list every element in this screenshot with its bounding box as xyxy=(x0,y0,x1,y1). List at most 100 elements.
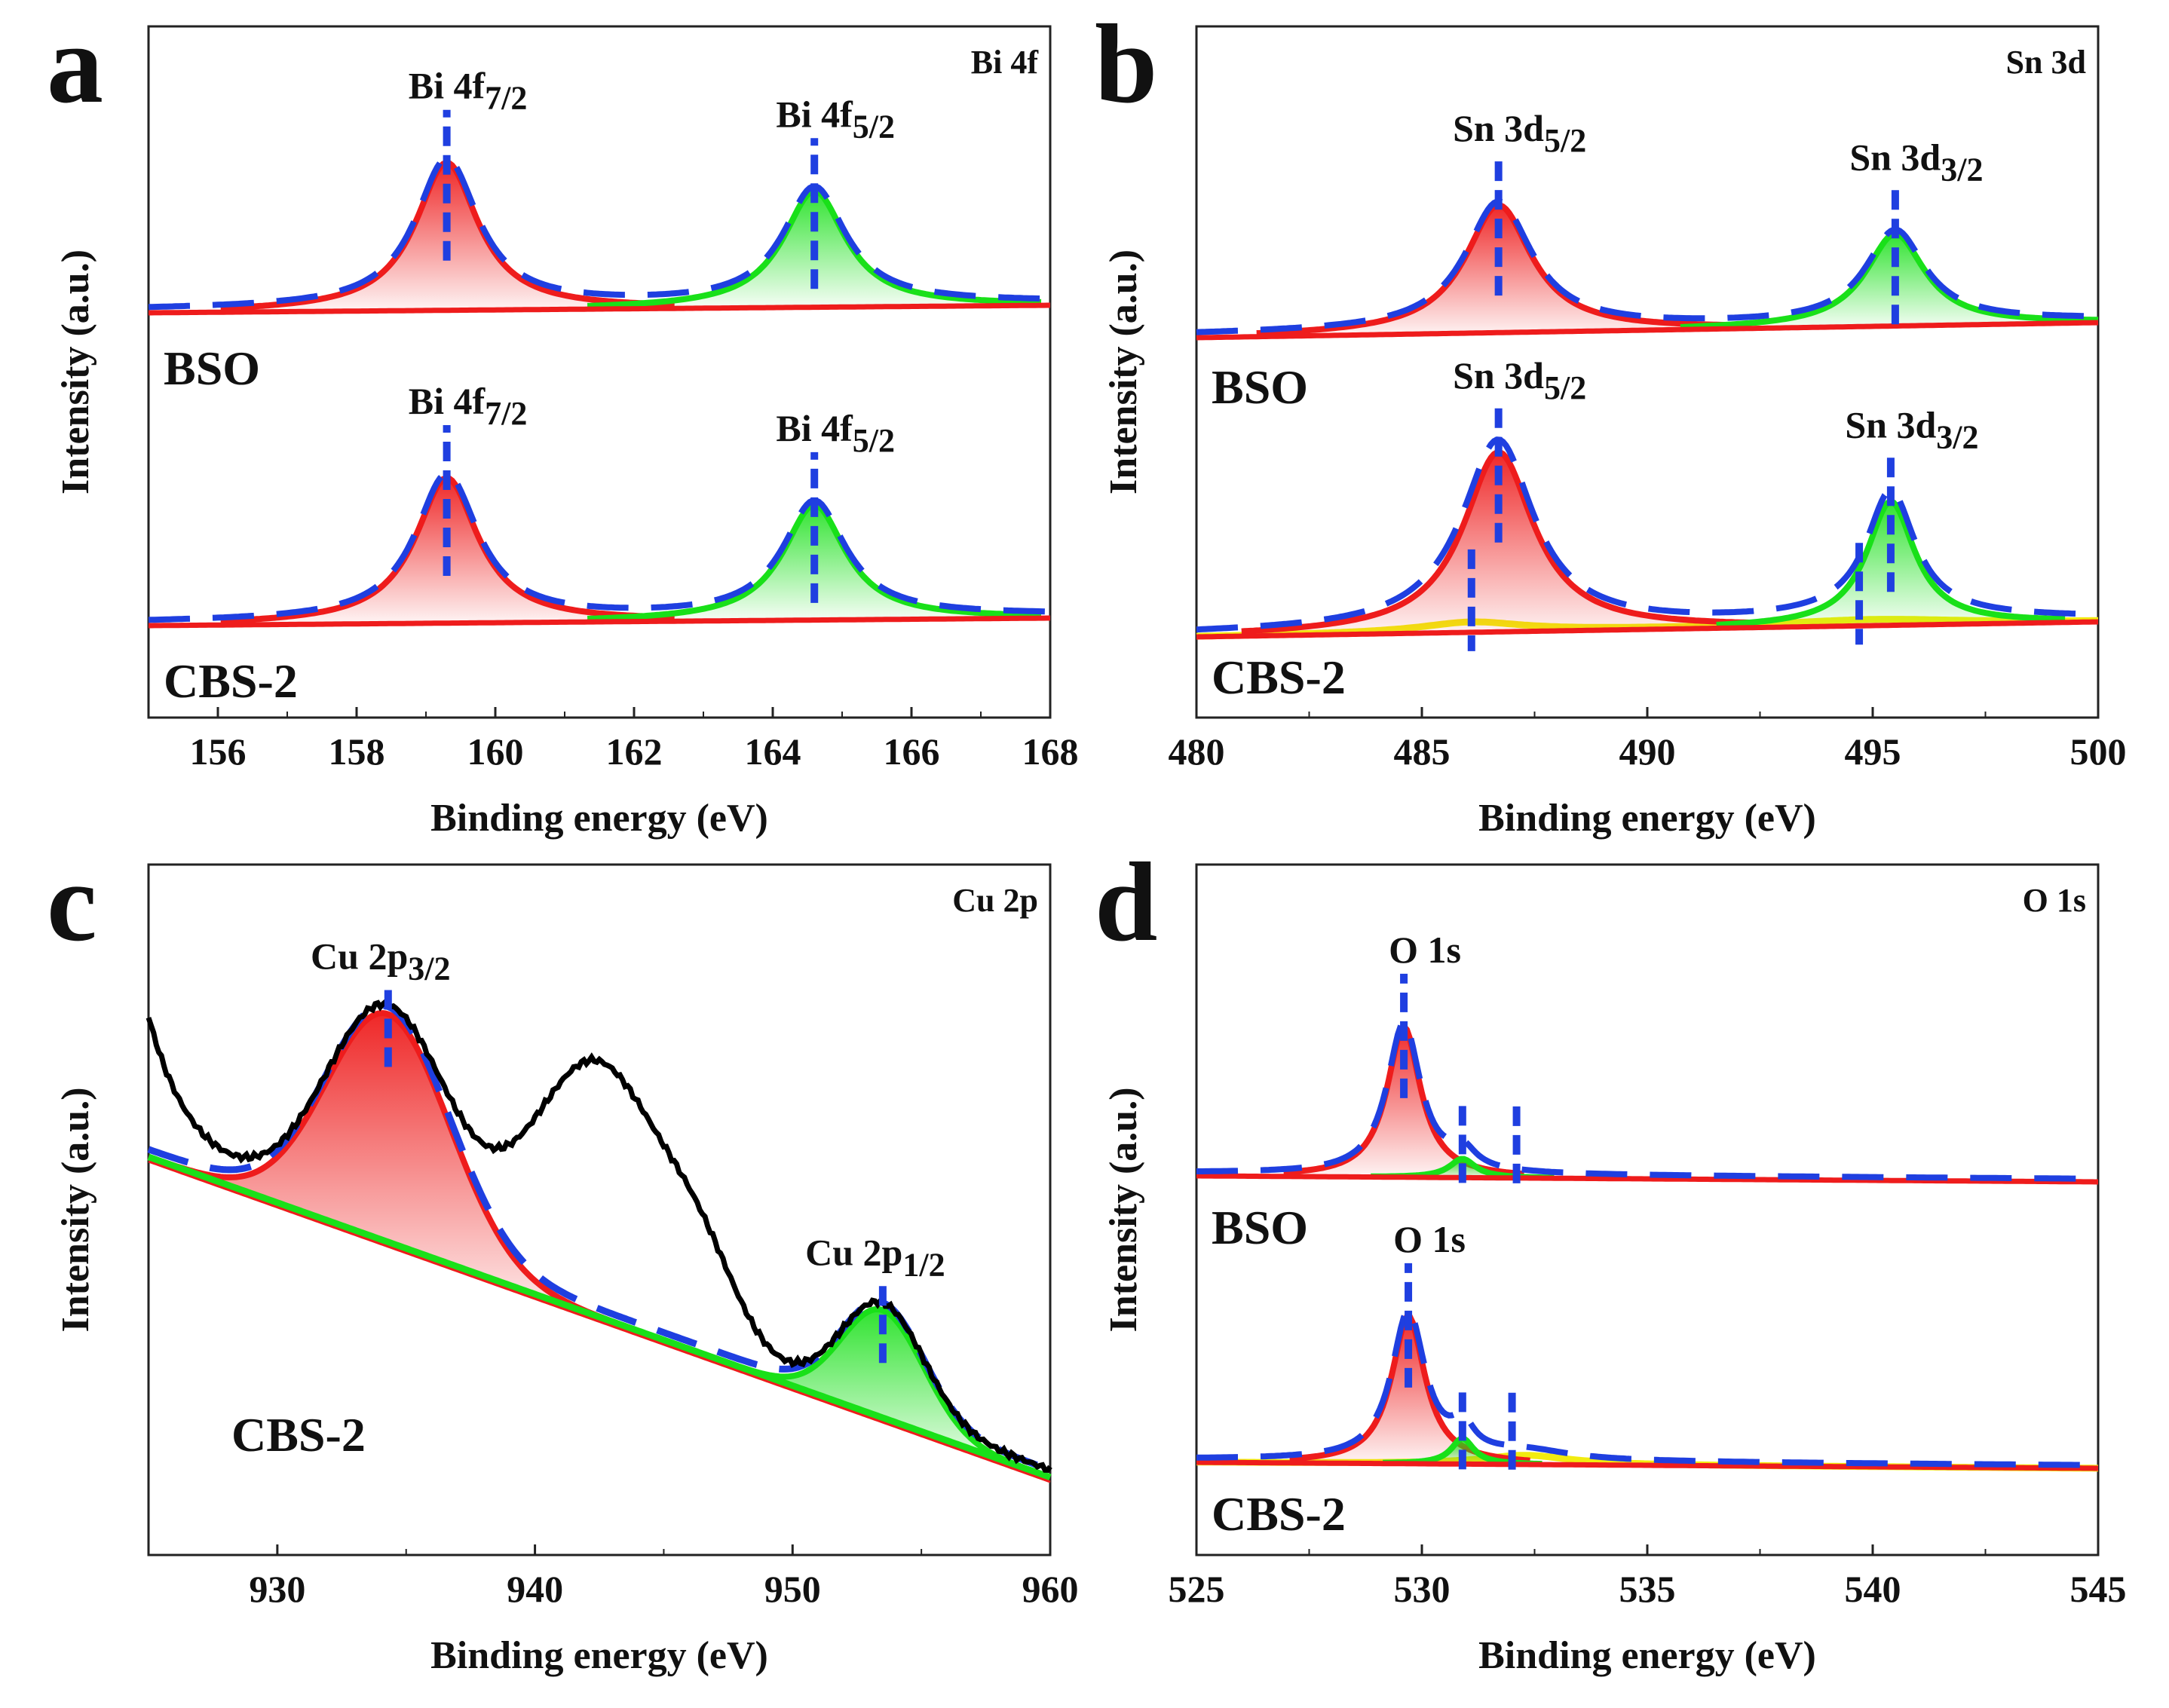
x-tick-label: 535 xyxy=(1619,1568,1676,1610)
x-axis-label: Binding energy (eV) xyxy=(1478,797,1816,840)
peak-label-sub: 3/2 xyxy=(408,950,450,987)
x-tick-label: 950 xyxy=(764,1568,821,1610)
background-line-red xyxy=(148,1160,1051,1483)
peak-fill xyxy=(1256,205,1741,337)
peak-fill xyxy=(1241,452,1756,636)
peak-label-sub: 5/2 xyxy=(1544,369,1586,406)
peak-label: O 1s xyxy=(1389,929,1461,971)
x-axis-label: Binding energy (eV) xyxy=(1478,1634,1816,1677)
peak-label-main: Sn 3d xyxy=(1453,354,1544,396)
sample-label: BSO xyxy=(1212,1201,1308,1254)
x-tick-label: 500 xyxy=(2070,730,2127,773)
peak-label: Bi 4f5/2 xyxy=(776,93,895,145)
peak-fill xyxy=(220,478,675,626)
sample-label: BSO xyxy=(1212,360,1308,414)
background-line xyxy=(147,1153,1052,1481)
x-tick-label: 540 xyxy=(1845,1568,1901,1610)
background-line xyxy=(1196,619,2099,640)
peak-label-main: Cu 2p xyxy=(311,935,408,978)
peak-label-main: Cu 2p xyxy=(805,1231,902,1273)
y-axis-label: Intensity (a.u.) xyxy=(1102,249,1145,494)
peak-label: Bi 4f7/2 xyxy=(409,380,528,432)
peak-label-sub: 5/2 xyxy=(853,422,895,459)
x-axis-label: Binding energy (eV) xyxy=(430,797,768,840)
peak-fit-line xyxy=(147,1010,634,1332)
peak-fit-line xyxy=(1680,231,2099,330)
x-axis-ticks: 930 940 950 960 xyxy=(148,1544,1079,1610)
x-tick-label: 480 xyxy=(1169,730,1225,773)
peak-label-main: Sn 3d xyxy=(1453,107,1544,149)
peak-label: Sn 3d5/2 xyxy=(1453,354,1586,406)
peak-label-sub: 3/2 xyxy=(1941,151,1983,188)
x-tick-label: 495 xyxy=(1845,730,1901,773)
envelope-line xyxy=(1196,1307,2098,1468)
background-line xyxy=(149,615,1050,629)
peak-fill xyxy=(1680,234,2098,330)
peak-fill xyxy=(149,1013,633,1330)
peak-label-sub: 7/2 xyxy=(485,80,527,117)
peak-label-main: Sn 3d xyxy=(1849,136,1941,178)
plot-frame xyxy=(147,863,1052,1556)
peak-label: Bi 4f5/2 xyxy=(776,407,895,459)
x-tick-label: 158 xyxy=(329,730,385,773)
peak-label-main: O 1s xyxy=(1393,1218,1466,1260)
sample-label: CBS-2 xyxy=(1212,1487,1346,1541)
x-tick-label: 960 xyxy=(1022,1568,1079,1610)
panel-letter: d xyxy=(1095,840,1157,965)
peak-label-main: O 1s xyxy=(1389,929,1461,971)
element-label: Bi 4f xyxy=(971,44,1040,81)
envelope-line xyxy=(148,155,1051,311)
raw-spectrum-line xyxy=(146,997,1052,1473)
envelope-line xyxy=(1196,198,2099,335)
peak-label-sub: 7/2 xyxy=(485,395,527,432)
element-label: Cu 2p xyxy=(952,882,1038,919)
background-line xyxy=(149,302,1050,316)
series-BSO: O 1s BSO xyxy=(1196,929,2098,1254)
peak-label: Cu 2p1/2 xyxy=(805,1231,945,1283)
background-line xyxy=(1196,1173,2098,1185)
peak-label: Bi 4f7/2 xyxy=(409,65,528,117)
series-CBS-2: O 1s CBS-2 xyxy=(1196,1218,2098,1541)
background-line xyxy=(1196,320,2099,341)
x-tick-label: 156 xyxy=(190,730,247,773)
peak-label-main: Bi 4f xyxy=(776,93,853,135)
peak-fill xyxy=(1289,1316,1530,1465)
x-tick-label: 168 xyxy=(1022,730,1079,773)
peak-label: Sn 3d3/2 xyxy=(1849,136,1983,188)
sample-label: CBS-2 xyxy=(164,654,298,708)
peak-label: O 1s xyxy=(1393,1218,1466,1260)
element-label: O 1s xyxy=(2023,882,2086,919)
y-axis-label: Intensity (a.u.) xyxy=(54,1087,97,1332)
background-line xyxy=(1196,1459,2098,1471)
envelope-line xyxy=(148,470,1050,623)
peak-fill xyxy=(1283,1026,1524,1178)
x-tick-label: 930 xyxy=(249,1568,305,1610)
x-tick-label: 162 xyxy=(606,730,663,773)
panel-c: 930 940 950 960 Binding energy (eV) Intensity… xyxy=(47,840,1079,1677)
element-label: Sn 3d xyxy=(2006,44,2086,81)
x-tick-label: 525 xyxy=(1169,1568,1225,1610)
panel-letter: a xyxy=(47,2,103,127)
peak-label-sub: 3/2 xyxy=(1936,418,1978,455)
envelope-line xyxy=(1196,436,2098,633)
panel-a: 156 158 160 162 164 166 168 Binding energy (eV)… xyxy=(47,2,1079,840)
x-tick-label: 166 xyxy=(884,730,940,773)
peak-label: Sn 3d3/2 xyxy=(1845,403,1978,455)
x-axis-label: Binding energy (eV) xyxy=(430,1634,768,1677)
peak-label: Cu 2p3/2 xyxy=(311,935,450,987)
x-axis-ticks: 480 485 490 495 500 xyxy=(1169,707,2127,773)
peak-label: Sn 3d5/2 xyxy=(1453,107,1586,159)
sample-label: BSO xyxy=(164,341,260,395)
peak-label-main: Bi 4f xyxy=(776,407,853,449)
sample-label: CBS-2 xyxy=(1212,650,1346,704)
peak-fill xyxy=(1716,501,2066,629)
x-tick-label: 490 xyxy=(1619,730,1676,773)
peak-label-sub: 5/2 xyxy=(853,108,895,145)
envelope-line xyxy=(1196,1018,2098,1182)
